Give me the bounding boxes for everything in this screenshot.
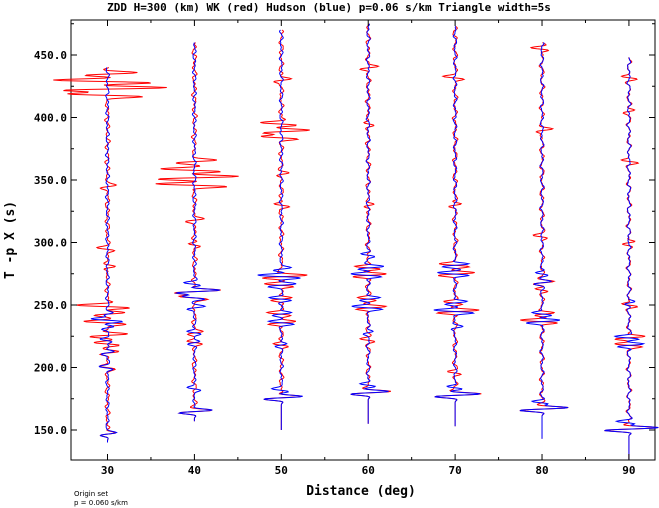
y-axis: 150.0 200.0 250.0 300.0 350.0 400.0 450.0 (34, 23, 655, 437)
y-tick-label: 250.0 (34, 299, 67, 312)
x-axis-label: Distance (deg) (306, 484, 416, 499)
x-tick-label: 60 (362, 464, 375, 477)
trace-hudson-30 (90, 67, 124, 443)
footer-origin: Origin set (74, 490, 108, 498)
footer-ray-parameter: p = 0.060 s/km (74, 499, 128, 507)
x-tick-label: 30 (101, 464, 114, 477)
plot-frame (70, 19, 656, 461)
y-tick-label: 350.0 (34, 174, 67, 187)
y-tick-label: 150.0 (34, 424, 67, 437)
trace-hudson-60 (350, 23, 389, 424)
y-axis-label: T -p X (s) (3, 201, 18, 279)
y-tick-label: 450.0 (34, 49, 67, 62)
trace-wk-70 (434, 25, 482, 427)
trace-wk-80 (519, 42, 569, 439)
trace-wk-60 (350, 23, 392, 424)
trace-hudson-90 (604, 57, 659, 460)
trace-hudson-50 (257, 29, 303, 430)
traces-layer (53, 23, 659, 460)
y-tick-label: 400.0 (34, 112, 67, 125)
trace-hudson-40 (174, 42, 220, 422)
x-axis: 30 40 50 60 70 80 90 (101, 20, 636, 477)
chart-title: ZDD H=300 (km) WK (red) Hudson (blue) p=… (107, 1, 551, 14)
x-tick-label: 70 (448, 464, 461, 477)
x-tick-label: 40 (188, 464, 201, 477)
x-tick-label: 50 (275, 464, 288, 477)
x-tick-label: 80 (535, 464, 548, 477)
trace-hudson-70 (433, 25, 481, 427)
trace-wk-30 (53, 67, 167, 443)
trace-wk-50 (260, 29, 310, 430)
y-tick-label: 200.0 (34, 362, 67, 375)
trace-wk-40 (155, 42, 239, 422)
trace-hudson-80 (519, 42, 569, 439)
x-tick-label: 90 (622, 464, 635, 477)
y-tick-label: 300.0 (34, 237, 67, 250)
